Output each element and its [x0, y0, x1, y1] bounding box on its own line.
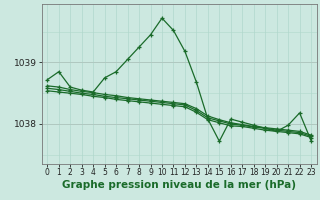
X-axis label: Graphe pression niveau de la mer (hPa): Graphe pression niveau de la mer (hPa) — [62, 180, 296, 190]
